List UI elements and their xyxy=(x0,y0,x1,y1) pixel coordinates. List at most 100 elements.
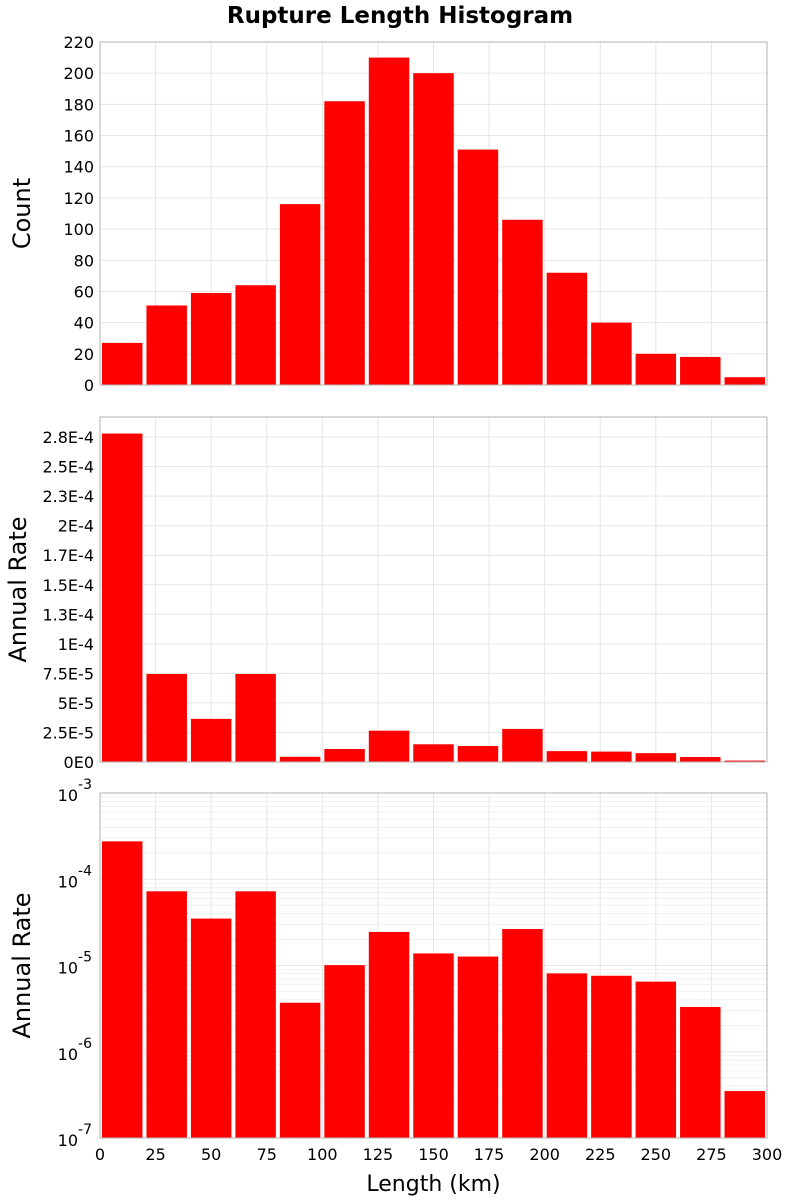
x-tick-label: 125 xyxy=(363,1145,394,1164)
bar xyxy=(324,965,365,1138)
y-tick-label: 10-6 xyxy=(58,1036,92,1064)
bar xyxy=(413,953,454,1138)
x-tick-label: 275 xyxy=(696,1145,727,1164)
y-axis-label: Annual Rate xyxy=(4,516,32,662)
bar xyxy=(102,342,143,385)
x-tick-label: 75 xyxy=(257,1145,277,1164)
panel-count: 0 20 40 60 80 100 120 140 160 180 200 220 Count xyxy=(8,33,768,395)
bar xyxy=(591,322,632,385)
bar xyxy=(235,673,276,762)
bar xyxy=(102,433,143,762)
bar xyxy=(324,101,365,385)
bar xyxy=(680,356,721,385)
bar xyxy=(413,73,454,385)
bar xyxy=(635,353,677,385)
y-tick-label: 80 xyxy=(74,251,94,270)
y-tick-label: 0E0 xyxy=(64,753,94,772)
bar xyxy=(146,673,187,762)
bar xyxy=(724,1091,765,1138)
y-tick-label: 0 xyxy=(84,376,94,395)
bar-series xyxy=(102,433,765,762)
y-tick-label: 2E-4 xyxy=(58,517,94,536)
bar xyxy=(680,1007,721,1138)
bar xyxy=(368,931,410,1138)
bar xyxy=(457,746,499,762)
bar xyxy=(591,751,632,762)
bar xyxy=(502,928,543,1138)
y-tick-label: 7.5E-5 xyxy=(42,664,94,683)
bar-series xyxy=(102,57,765,385)
y-tick-label: 10-3 xyxy=(58,777,92,805)
y-tick-labels: 10-7 10-6 10-5 10-4 10-3 xyxy=(58,777,92,1150)
bar xyxy=(279,1002,321,1138)
y-tick-label: 120 xyxy=(63,189,94,208)
bar xyxy=(502,219,543,385)
bar xyxy=(546,272,588,385)
bar xyxy=(724,377,765,385)
x-tick-label: 25 xyxy=(145,1145,165,1164)
bar xyxy=(546,751,588,762)
plot-frame xyxy=(99,792,768,1139)
y-tick-label: 1.3E-4 xyxy=(42,605,94,624)
y-tick-label: 2.5E-5 xyxy=(42,723,94,742)
x-tick-label: 225 xyxy=(585,1145,616,1164)
bar xyxy=(457,956,499,1138)
panel-rate-log: 10-7 10-6 10-5 10-4 10-3 Annual Rate 0 25 50 75 10… xyxy=(8,777,782,1197)
bar xyxy=(724,760,765,762)
y-tick-label: 200 xyxy=(63,64,94,83)
y-tick-label: 180 xyxy=(63,95,94,114)
bar xyxy=(324,749,365,762)
y-tick-label: 2.8E-4 xyxy=(42,428,94,447)
chart-title: Rupture Length Histogram xyxy=(227,3,573,29)
y-tick-label: 10-5 xyxy=(58,950,92,978)
y-tick-label: 5E-5 xyxy=(58,694,94,713)
x-axis-label: Length (km) xyxy=(366,1172,500,1197)
y-axis-label: Annual Rate xyxy=(8,892,36,1038)
y-tick-label: 2.5E-4 xyxy=(42,458,94,477)
bar xyxy=(146,891,187,1138)
x-tick-label: 100 xyxy=(307,1145,338,1164)
y-tick-label: 40 xyxy=(74,314,94,333)
panel-rate-linear: 0E0 2.5E-5 5E-5 7.5E-5 1E-4 1.3E-4 1.5E-4 1.7E-… xyxy=(4,416,768,772)
plot-frame xyxy=(99,416,768,763)
y-tick-label: 160 xyxy=(63,127,94,146)
bar xyxy=(502,728,543,762)
y-tick-label: 60 xyxy=(74,282,94,301)
bar xyxy=(102,841,143,1138)
plot-frame xyxy=(99,41,768,386)
bar xyxy=(146,305,187,385)
bar xyxy=(413,744,454,762)
y-tick-label: 1E-4 xyxy=(58,635,94,654)
y-tick-label: 220 xyxy=(63,33,94,52)
bar xyxy=(635,753,677,762)
x-tick-label: 0 xyxy=(95,1145,105,1164)
y-tick-labels: 0E0 2.5E-5 5E-5 7.5E-5 1E-4 1.3E-4 1.5E-4 1.7E-… xyxy=(42,428,94,772)
x-tick-label: 50 xyxy=(201,1145,221,1164)
bar xyxy=(546,973,588,1138)
y-tick-labels: 0 20 40 60 80 100 120 140 160 180 200 220 xyxy=(63,33,94,395)
y-tick-label: 1.5E-4 xyxy=(42,576,94,595)
y-tick-label: 1.7E-4 xyxy=(42,546,94,565)
bar xyxy=(635,981,677,1138)
x-tick-label: 250 xyxy=(641,1145,672,1164)
bar xyxy=(368,57,410,385)
y-tick-label: 10-7 xyxy=(58,1122,92,1150)
y-tick-label: 20 xyxy=(74,345,94,364)
bar xyxy=(457,149,499,385)
x-tick-label: 175 xyxy=(474,1145,505,1164)
x-tick-label: 200 xyxy=(529,1145,560,1164)
bar xyxy=(190,293,232,385)
bar xyxy=(190,918,232,1138)
x-tick-labels: 0 25 50 75 100 125 150 175 200 225 250 275 300 xyxy=(95,1145,782,1164)
bar-series xyxy=(102,841,765,1138)
bar xyxy=(279,204,321,385)
x-tick-label: 300 xyxy=(752,1145,783,1164)
bar xyxy=(591,975,632,1138)
y-tick-label: 100 xyxy=(63,220,94,239)
y-tick-label: 10-4 xyxy=(58,863,92,891)
bar xyxy=(235,285,276,385)
bar xyxy=(680,757,721,762)
bar xyxy=(279,756,321,762)
bar xyxy=(235,891,276,1138)
